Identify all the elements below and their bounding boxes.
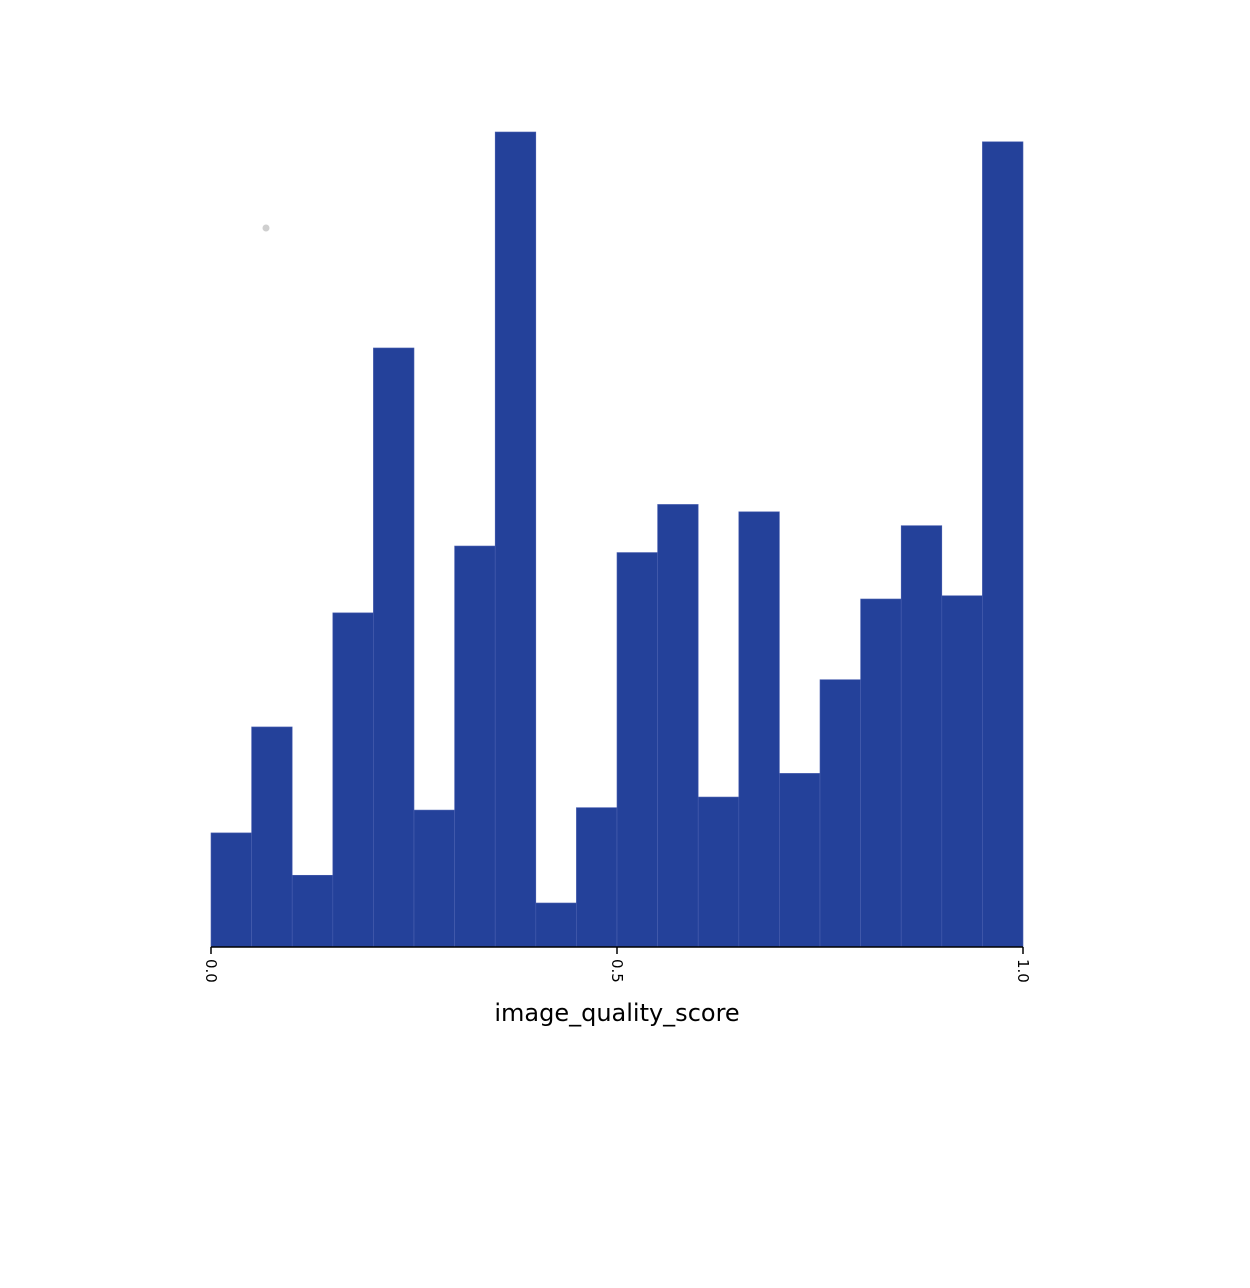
x-axis: 0.0 0.5 1.0: [202, 946, 1032, 983]
histogram-bar: [941, 595, 983, 948]
histogram-bar: [697, 796, 740, 948]
x-tick-label: 0.0: [202, 959, 220, 983]
histogram-bar: [982, 141, 1024, 948]
histogram-bar: [819, 679, 861, 948]
background-speck: [262, 224, 270, 232]
histogram-bar: [210, 832, 252, 948]
x-tick-label: 0.5: [608, 959, 626, 983]
histogram-bar: [332, 612, 374, 948]
histogram-bar: [900, 525, 943, 948]
x-axis-ticks: 0.0 0.5 1.0: [202, 947, 1032, 983]
bars-group: [210, 131, 1024, 948]
histogram-bar: [860, 598, 902, 948]
histogram-bar: [454, 545, 496, 948]
histogram-bar: [251, 726, 293, 948]
histogram-bar: [373, 347, 415, 948]
x-tick-label: 1.0: [1014, 959, 1032, 983]
x-axis-title: image_quality_score: [494, 999, 739, 1027]
histogram-bar: [291, 874, 334, 948]
histogram-bar: [576, 807, 618, 948]
histogram-bar: [657, 504, 699, 948]
histogram-bar: [779, 773, 821, 948]
histogram-bar: [738, 511, 780, 948]
histogram-bar: [494, 131, 537, 948]
histogram-bar: [535, 902, 577, 948]
histogram-bar: [616, 552, 658, 948]
histogram-bar: [413, 809, 455, 948]
